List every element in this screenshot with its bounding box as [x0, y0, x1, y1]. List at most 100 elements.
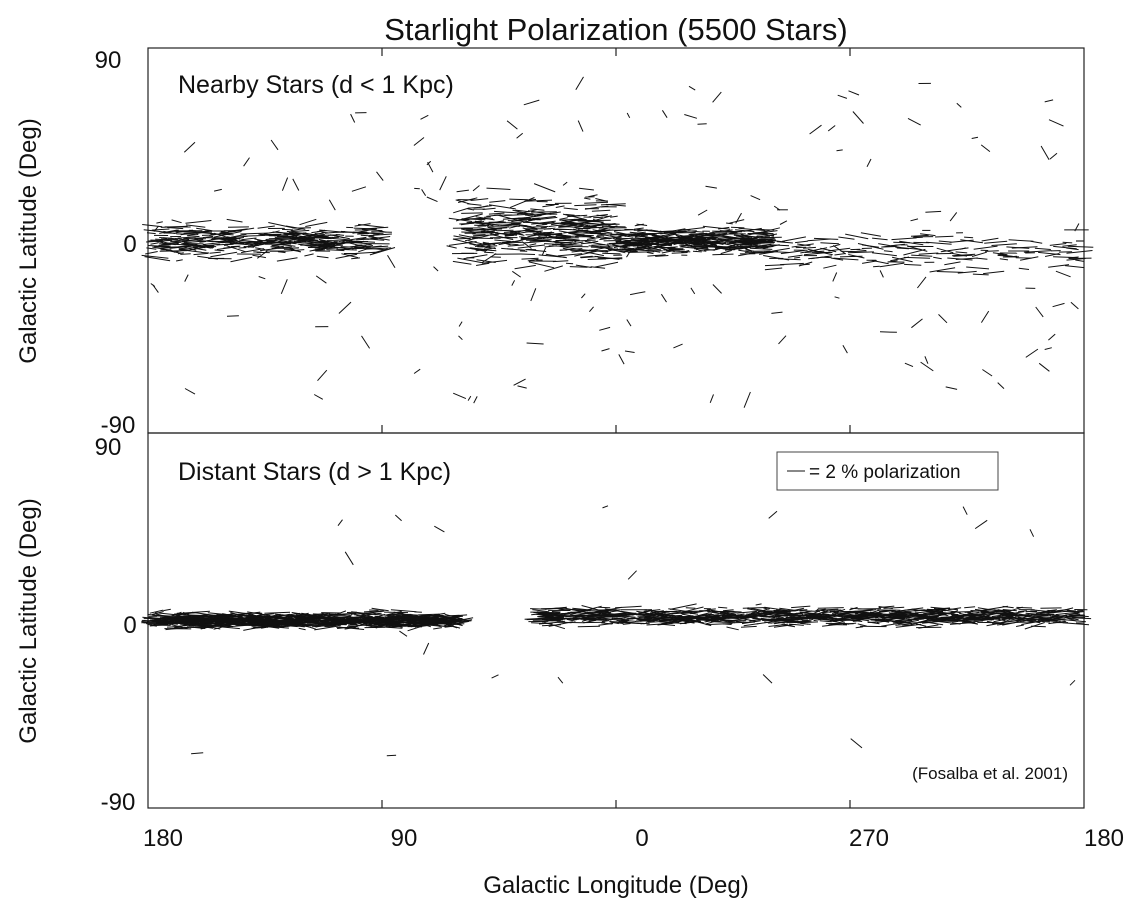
polarization-vector — [264, 611, 291, 614]
polarization-vector — [867, 621, 880, 625]
polarization-vector — [152, 284, 159, 293]
x-tick-label: 180 — [143, 825, 183, 852]
polarization-vector — [686, 235, 697, 238]
polarization-vector — [779, 220, 788, 225]
polarization-vector — [971, 251, 987, 257]
polarization-vector — [556, 235, 582, 238]
y-tick-label: -90 — [101, 412, 136, 439]
polarization-vector — [992, 252, 1008, 256]
polarization-vector — [966, 266, 990, 270]
polarization-vector — [449, 616, 457, 619]
polarization-vector — [566, 617, 580, 621]
polarization-vector — [388, 612, 404, 616]
polarization-vector — [340, 246, 353, 248]
polarization-vector — [817, 607, 844, 609]
polarization-vector — [601, 225, 626, 228]
polarization-vector — [900, 607, 924, 612]
polarization-vector — [556, 620, 566, 623]
polarization-vector — [180, 253, 191, 255]
polarization-vector — [574, 239, 596, 242]
polarization-vector — [872, 237, 888, 241]
polarization-vector — [267, 616, 294, 621]
polarization-vector — [230, 611, 244, 617]
polarization-vector — [195, 614, 207, 618]
polarization-vector — [907, 618, 922, 621]
polarization-vector — [584, 206, 602, 210]
polarization-vector — [475, 216, 495, 221]
polarization-vector — [956, 102, 962, 108]
polarization-vector — [524, 617, 552, 620]
polarization-vector — [493, 210, 522, 214]
polarization-vector — [220, 231, 230, 233]
polarization-vector — [842, 622, 857, 625]
polarization-vector — [1055, 270, 1071, 278]
polarization-vector — [779, 609, 791, 614]
polarization-vector — [1066, 250, 1093, 254]
polarization-vector — [722, 609, 734, 612]
polarization-vector — [314, 233, 325, 235]
polarization-vector — [709, 394, 714, 403]
polarization-vector — [523, 218, 540, 223]
polarization-vector — [772, 618, 786, 621]
polarization-vector — [848, 90, 860, 96]
polarization-vector — [383, 616, 403, 620]
polarization-vector — [491, 674, 499, 679]
polarization-vector — [595, 616, 613, 620]
polarization-vector — [153, 225, 159, 232]
polarization-vector — [346, 624, 364, 628]
polarization-vector — [317, 369, 328, 382]
polarization-vector — [588, 245, 604, 248]
polarization-vector — [326, 249, 345, 252]
polarization-vector — [706, 608, 716, 611]
x-axis-label: Galactic Longitude (Deg) — [483, 872, 748, 899]
polarization-vector — [883, 250, 893, 253]
polarization-vector — [390, 609, 417, 613]
polarization-vector — [457, 257, 484, 264]
polarization-vector — [647, 254, 666, 257]
polarization-vector — [488, 204, 516, 210]
polarization-vector — [281, 621, 290, 625]
polarization-vector — [162, 618, 174, 623]
polarization-vector — [718, 606, 728, 609]
polarization-vector — [228, 610, 254, 616]
polarization-vector — [601, 613, 611, 616]
polarization-vector — [418, 613, 440, 616]
polarization-vector — [502, 222, 521, 226]
polarization-vector — [150, 242, 159, 245]
polarization-vector — [264, 614, 284, 620]
polarization-vector — [925, 241, 952, 245]
polarization-vector — [507, 243, 519, 246]
polarization-vector — [960, 239, 983, 244]
polarization-vector — [367, 237, 376, 240]
polarization-vector — [599, 326, 611, 331]
polarization-vector — [178, 249, 202, 253]
polarization-vector — [632, 234, 641, 236]
polarization-vector — [894, 618, 910, 622]
polarization-vector — [189, 229, 197, 232]
polarization-vector — [961, 618, 984, 621]
polarization-vector — [803, 246, 816, 249]
polarization-vector — [892, 621, 905, 624]
polarization-vector — [736, 610, 758, 614]
polarization-vector — [587, 258, 607, 260]
polarization-vector — [428, 618, 442, 622]
polarization-vector — [997, 382, 1005, 389]
polarization-vector — [1055, 611, 1083, 616]
polarization-vector — [1026, 617, 1048, 621]
y-axis-label: Galactic Latitude (Deg) — [15, 498, 42, 743]
polarization-vector — [865, 618, 889, 621]
polarization-vector — [417, 618, 434, 621]
polarization-vector — [937, 608, 946, 610]
polarization-vector — [681, 250, 690, 253]
polarization-vector — [1052, 302, 1065, 308]
polarization-vector — [832, 244, 846, 255]
polarization-vector — [929, 614, 947, 617]
polarization-vector — [724, 237, 749, 241]
polarization-vector — [567, 619, 576, 622]
polarization-vector — [920, 233, 936, 237]
polarization-vector — [184, 274, 189, 282]
polarization-vector — [349, 615, 370, 620]
polarization-vector — [780, 250, 805, 255]
polarization-vector — [405, 614, 432, 619]
polarization-vector — [530, 208, 545, 211]
